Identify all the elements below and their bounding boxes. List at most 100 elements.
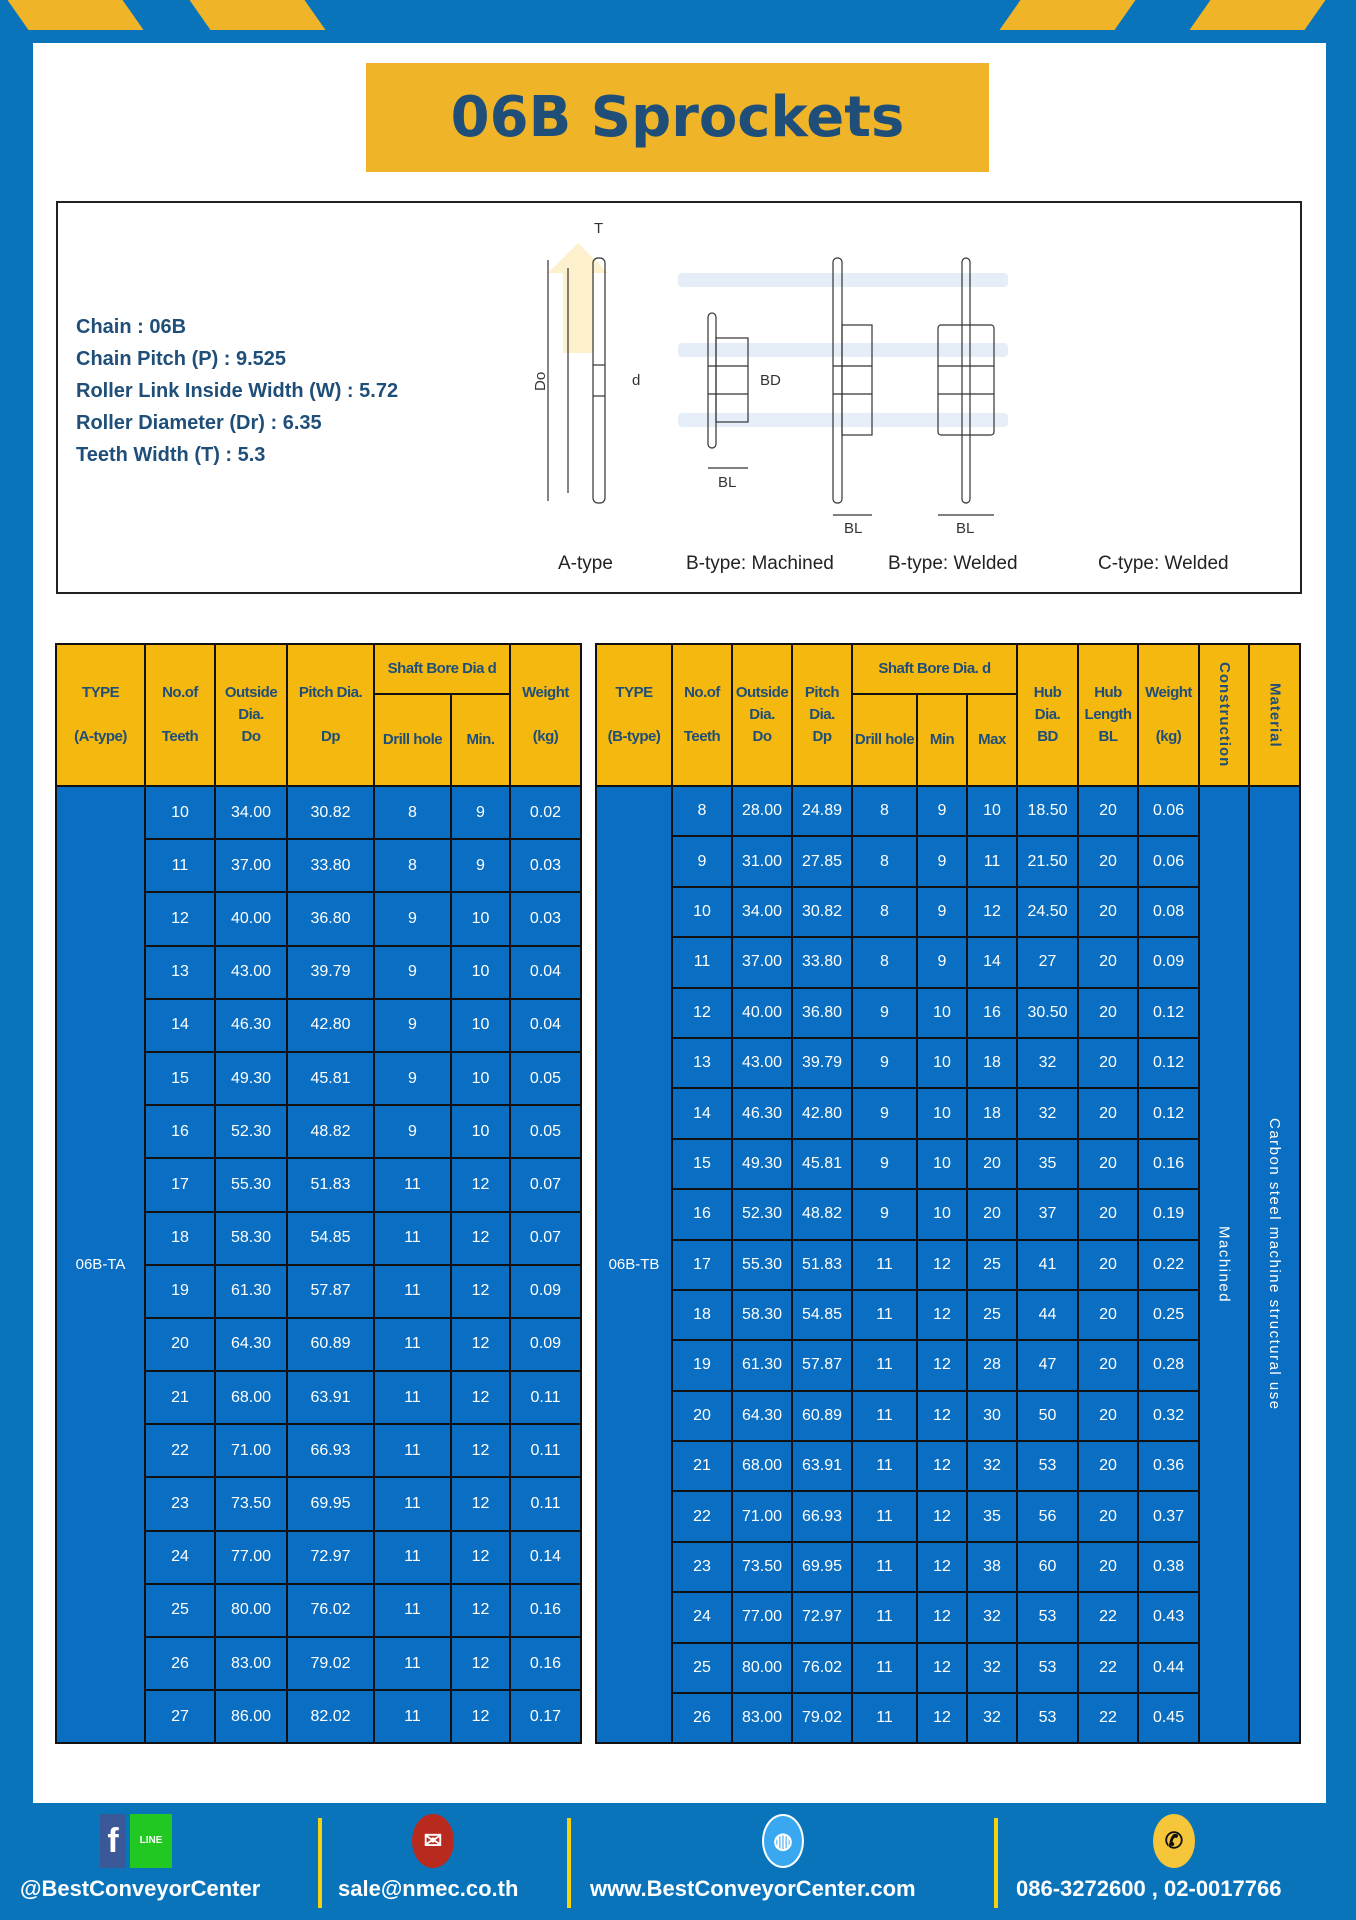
table-cell: 9 [851,1036,918,1090]
table-cell: 9 [851,1087,918,1140]
divider [994,1818,998,1908]
table-cell: 0.09 [509,1263,582,1319]
table-cell: 51.83 [286,1157,375,1213]
table-cell: 15 [671,1137,733,1191]
table-cell: 66.93 [791,1490,853,1543]
table-cell: 32 [1016,1087,1080,1140]
table-row: 12 40.00 36.80 9 10 0.03 [56,891,582,947]
table-cell: 13 [671,1036,733,1090]
decor-stripe [999,0,1136,30]
table-cell: 0.32 [1137,1389,1201,1443]
table-cell: 11 [671,936,733,989]
table-row: 16 52.30 48.82 9 10 0.05 [56,1104,582,1160]
table-row: 18 58.30 54.85 11 12 0.07 [56,1210,582,1266]
table-row: 26 83.00 79.02 11 12 0.16 [56,1635,582,1692]
table-cell: 9 [450,784,511,841]
table-cell: 69.95 [286,1476,375,1532]
table-row: 13 43.00 39.79 9 10 18 32 20 0.12 [596,1036,1300,1090]
email-link[interactable]: sale@nmec.co.th [338,1876,519,1901]
header-drill-hole: Drill hole [851,693,918,787]
header-hub-dia: Hub Dia. BD [1016,643,1080,787]
table-cell: 0.09 [1137,936,1201,989]
table-row: 23 73.50 69.95 11 12 0.11 [56,1476,582,1532]
header-pitch-dia: Pitch Dia. Dp [791,643,853,787]
sprocket-drawings: T Do d BL BD BL BL [532,220,1008,537]
table-cell: 9 [373,891,452,947]
table-cell: 0.16 [509,1582,582,1639]
table-cell: 12 [450,1635,511,1692]
table-row: 14 46.30 42.80 9 10 18 32 20 0.12 [596,1087,1300,1140]
table-cell: 12 [916,1440,968,1493]
table-cell: 0.28 [1137,1339,1201,1392]
table-cell: 43.00 [214,944,288,1000]
divider [567,1818,571,1908]
table-cell: 35 [1016,1137,1080,1191]
table-cell: 23 [144,1476,216,1532]
table-cell: 12 [916,1389,968,1443]
table-cell: 0.37 [1137,1490,1201,1543]
table-cell: 73.50 [214,1476,288,1532]
table-cell: 11 [373,1157,452,1213]
table-cell: 20 [1077,1087,1140,1140]
table-cell: 61.30 [731,1339,793,1392]
table-cell: 18 [965,1087,1019,1140]
spec-diagram-box: Chain : 06B Chain Pitch (P) : 9.525 Roll… [56,201,1302,594]
table-cell: 0.22 [1137,1238,1201,1291]
table-row: 11 37.00 33.80 8 9 0.03 [56,838,582,894]
table-cell: 22 [671,1490,733,1543]
table-cell: 11 [851,1339,918,1392]
website-link[interactable]: www.BestConveyorCenter.com [590,1876,916,1901]
table-cell: 46.30 [214,997,288,1053]
table-cell: 9 [373,1104,452,1160]
table-row: 21 68.00 63.91 11 12 32 53 20 0.36 [596,1440,1300,1493]
table-cell: 49.30 [214,1050,288,1107]
table-cell: 9 [916,835,968,888]
table-cell: 37.00 [731,936,793,989]
caption-c-welded: C-type: Welded [1098,553,1229,574]
table-cell: 30 [965,1389,1019,1443]
table-cell: 11 [373,1370,452,1426]
table-cell: 54.85 [791,1288,853,1342]
decor-stripe [7,0,144,30]
table-row: 19 61.30 57.87 11 12 0.09 [56,1263,582,1319]
table-row: 22 71.00 66.93 11 12 0.11 [56,1423,582,1479]
table-cell: 45.81 [791,1137,853,1191]
email-icon[interactable]: ✉ [412,1814,454,1868]
table-cell: 0.06 [1137,784,1201,838]
table-cell: 20 [671,1389,733,1443]
table-cell: 32 [965,1692,1019,1745]
table-row: 24 77.00 72.97 11 12 0.14 [56,1529,582,1585]
table-cell: 28.00 [731,784,793,838]
caption-b-welded: B-type: Welded [888,553,1018,574]
table-cell: 8 [851,885,918,939]
table-cell: 33.80 [791,936,853,989]
table-cell: 43.00 [731,1036,793,1090]
table-cell: 34.00 [731,885,793,939]
facebook-icon[interactable]: f [100,1814,126,1868]
table-cell: 20 [1077,1137,1140,1191]
line-icon[interactable]: LINE [130,1814,172,1868]
header-outside-dia: Outside Dia. Do [731,643,793,787]
table-cell: 12 [965,885,1019,939]
phone-icon[interactable]: ✆ [1153,1814,1195,1868]
phone-number[interactable]: 086-3272600 , 02-0017766 [1016,1876,1282,1901]
header-pitch-dia: Pitch Dia. Dp [286,643,375,787]
social-handle-link[interactable]: @BestConveyorCenter [20,1876,261,1901]
table-cell: 9 [916,936,968,989]
table-cell: 25 [144,1582,216,1639]
table-row: 18 58.30 54.85 11 12 25 44 20 0.25 [596,1288,1300,1342]
table-cell: 46.30 [731,1087,793,1140]
table-cell: 0.43 [1137,1591,1201,1644]
label-t: T [594,220,603,237]
globe-icon[interactable]: ◍ [762,1814,804,1868]
table-row: 24 77.00 72.97 11 12 32 53 22 0.43 [596,1591,1300,1644]
table-cell: 20 [1077,1188,1140,1241]
decor-stripe [189,0,326,30]
table-cell: 53 [1016,1641,1080,1695]
label-bl: BL [718,474,736,491]
table-cell: 9 [373,997,452,1053]
table-cell: 50 [1016,1389,1080,1443]
table-row: 17 55.30 51.83 11 12 25 41 20 0.22 [596,1238,1300,1291]
table-cell: 11 [851,1238,918,1291]
table-cell: 9 [450,838,511,894]
